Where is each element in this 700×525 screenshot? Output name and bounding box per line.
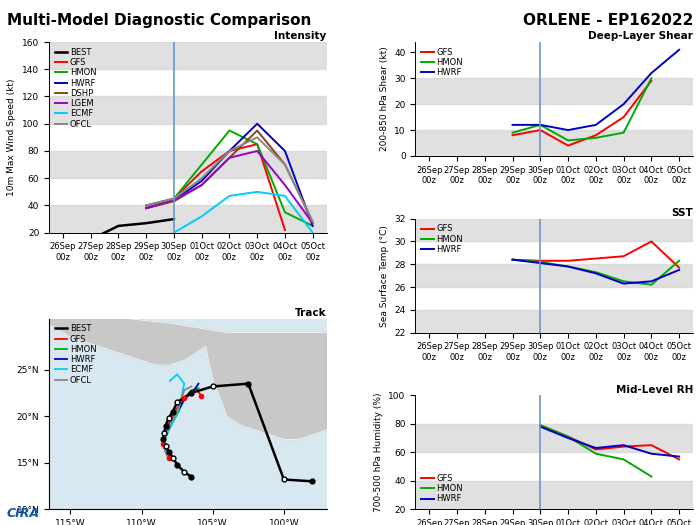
Bar	[415, 264, 693, 287]
Text: Deep-Layer Shear: Deep-Layer Shear	[588, 31, 693, 41]
Text: Mid-Level RH: Mid-Level RH	[615, 384, 693, 394]
Bar	[415, 424, 693, 452]
Legend: GFS, HMON, HWRF: GFS, HMON, HWRF	[418, 45, 466, 81]
Bar	[49, 42, 327, 69]
Text: Track: Track	[295, 308, 327, 318]
Text: SST: SST	[671, 208, 693, 218]
Y-axis label: 10m Max Wind Speed (kt): 10m Max Wind Speed (kt)	[8, 79, 17, 196]
Bar	[415, 218, 693, 242]
Y-axis label: 200-850 hPa Shear (kt): 200-850 hPa Shear (kt)	[379, 47, 389, 151]
Bar	[49, 151, 327, 178]
Legend: BEST, GFS, HMON, HWRF, ECMF, OFCL: BEST, GFS, HMON, HWRF, ECMF, OFCL	[52, 321, 100, 388]
Y-axis label: 700-500 hPa Humidity (%): 700-500 hPa Humidity (%)	[374, 393, 383, 512]
Bar	[49, 205, 327, 233]
Bar	[415, 78, 693, 104]
Legend: BEST, GFS, HMON, HWRF, DSHP, LGEM, ECMF, OFCL: BEST, GFS, HMON, HWRF, DSHP, LGEM, ECMF,…	[52, 45, 100, 132]
Legend: GFS, HMON, HWRF: GFS, HMON, HWRF	[418, 221, 466, 257]
Bar	[415, 481, 693, 509]
Bar	[415, 130, 693, 156]
Text: Multi-Model Diagnostic Comparison: Multi-Model Diagnostic Comparison	[7, 13, 312, 28]
Bar	[49, 97, 327, 124]
Text: ORLENE - EP162022: ORLENE - EP162022	[523, 13, 693, 28]
Legend: GFS, HMON, HWRF: GFS, HMON, HWRF	[418, 470, 466, 507]
Bar	[415, 310, 693, 333]
Y-axis label: Sea Surface Temp (°C): Sea Surface Temp (°C)	[379, 225, 389, 327]
Polygon shape	[42, 314, 341, 439]
Text: CIRA: CIRA	[7, 507, 40, 520]
Text: Intensity: Intensity	[274, 31, 327, 41]
